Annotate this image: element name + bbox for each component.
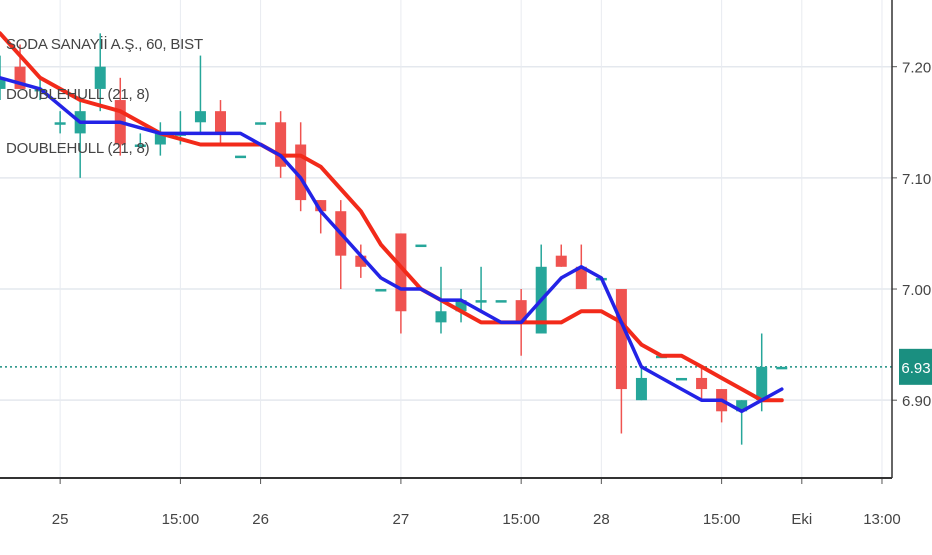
- candle-body: [54, 122, 66, 125]
- candle-body: [575, 266, 587, 290]
- candle-body: [315, 200, 327, 212]
- x-tick-label: Eki: [791, 511, 812, 528]
- candle-body: [94, 66, 106, 89]
- x-tick-label: 13:00: [863, 511, 901, 528]
- y-tick-label: 7.00: [902, 282, 931, 299]
- last-price-label: 6.93: [901, 360, 930, 377]
- indicator-legend-red[interactable]: DOUBLEHULL (21, 8): [6, 140, 150, 157]
- candle-body: [154, 133, 166, 145]
- candle-body: [214, 111, 226, 134]
- last-price-badge: [899, 348, 932, 385]
- x-tick-label: 25: [52, 511, 69, 528]
- candle-body: [295, 144, 307, 201]
- symbol-legend[interactable]: SODA SANAYİİ A.Ş., 60, BIST: [6, 36, 203, 53]
- candle-body: [355, 255, 367, 267]
- candle-body: [776, 366, 788, 370]
- candle-body: [375, 289, 387, 292]
- x-tick-label: 26: [252, 511, 269, 528]
- candle-body: [756, 366, 768, 401]
- x-tick-label: 15:00: [162, 511, 200, 528]
- candle-body: [194, 111, 206, 123]
- candle-body: [475, 300, 487, 303]
- candle-body: [415, 244, 427, 248]
- x-tick-label: 15:00: [502, 511, 540, 528]
- indicator-legend-blue[interactable]: DOUBLEHULL (21, 8): [6, 86, 150, 103]
- y-tick-label: 7.10: [902, 171, 931, 188]
- hull-line-red: [0, 31, 784, 403]
- x-tick-label: 27: [393, 511, 410, 528]
- candle-body: [515, 300, 527, 323]
- y-tick-label: 7.20: [902, 60, 931, 77]
- candle-body: [615, 289, 627, 390]
- candle-body: [635, 377, 647, 401]
- candle-body: [134, 144, 146, 148]
- x-tick-label: 15:00: [703, 511, 741, 528]
- grid-lines: [0, 0, 892, 478]
- candle-body: [455, 300, 467, 312]
- axes: 7.20 7.10 7.00 6.90 25 15:00 26 27 15:00 28 15:00 E…: [0, 0, 932, 528]
- hull-line-blue: [0, 76, 784, 414]
- hull-lines: [0, 31, 784, 414]
- candle-body: [555, 255, 567, 267]
- candle-body: [395, 233, 407, 312]
- candle-body: [0, 77, 6, 89]
- candle-body: [696, 377, 708, 390]
- candle-body: [495, 300, 507, 303]
- candle-body: [676, 377, 688, 381]
- candle-body: [736, 400, 748, 412]
- candle-body: [235, 155, 247, 159]
- x-tick-label: 28: [593, 511, 610, 528]
- candle-body: [435, 311, 447, 323]
- candle-body: [255, 122, 267, 125]
- y-tick-label: 6.90: [902, 393, 931, 410]
- candle-body: [275, 122, 287, 167]
- candle-body: [14, 66, 26, 89]
